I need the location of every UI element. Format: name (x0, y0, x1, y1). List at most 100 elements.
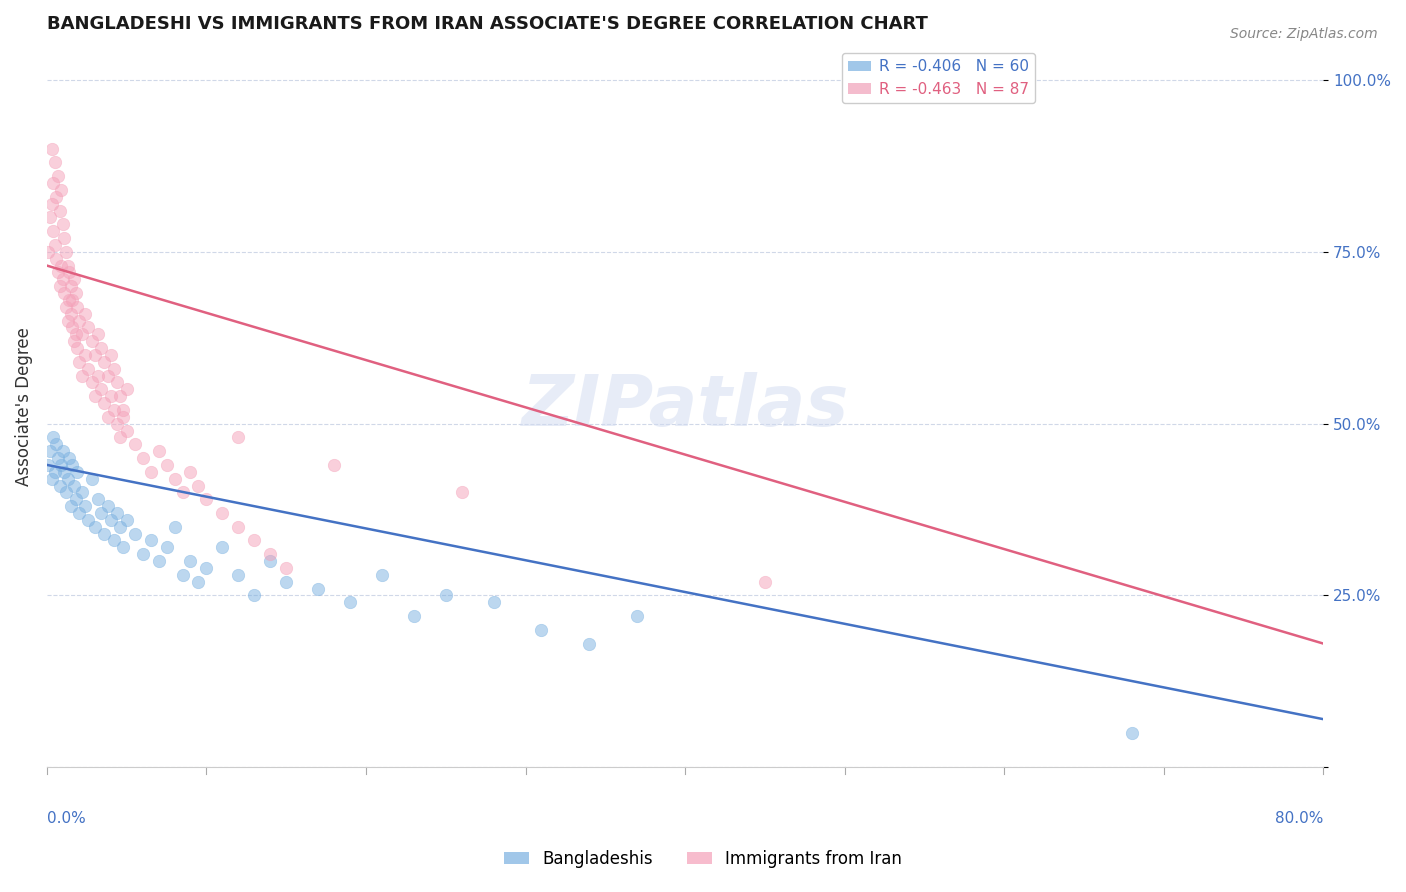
Point (93, 526, 115, 541)
Point (434, 589, 457, 603)
Point (55, 300, 77, 314)
Point (48, 478, 70, 492)
Point (67, 355, 90, 369)
Point (87, 327, 110, 342)
Point (44, 465, 66, 479)
Text: BANGLADESHI VS IMMIGRANTS FROM IRAN ASSOCIATE'S DEGREE CORRELATION CHART: BANGLADESHI VS IMMIGRANTS FROM IRAN ASSO… (46, 15, 928, 33)
Legend: R = -0.406   N = 60, R = -0.463   N = 87: R = -0.406 N = 60, R = -0.463 N = 87 (842, 54, 1035, 103)
Legend: Bangladeshis, Immigrants from Iran: Bangladeshis, Immigrants from Iran (498, 844, 908, 875)
Point (172, 485, 194, 500)
Point (578, 636, 600, 650)
Point (44, 238, 66, 252)
Point (172, 567, 194, 582)
Point (195, 561, 218, 575)
Point (56, 472, 79, 486)
Point (37, 458, 59, 472)
Point (179, 465, 201, 479)
Point (39, 211, 62, 225)
Point (83, 520, 105, 534)
Point (155, 458, 177, 472)
Point (124, 526, 146, 541)
Point (59, 279, 82, 293)
Point (100, 348, 122, 362)
Point (77, 361, 100, 376)
Point (62, 320, 84, 334)
Point (115, 424, 138, 438)
Point (46, 265, 69, 279)
Point (96, 409, 118, 424)
Point (90, 382, 112, 396)
Point (66, 300, 89, 314)
Point (179, 554, 201, 568)
Point (53, 465, 76, 479)
Point (70, 327, 93, 342)
Point (211, 541, 233, 555)
Point (62, 293, 84, 307)
Point (103, 533, 125, 548)
Point (105, 376, 128, 390)
Point (83, 348, 105, 362)
Point (67, 313, 90, 327)
Point (211, 506, 233, 520)
Text: ZIPatlas: ZIPatlas (522, 372, 849, 441)
Point (228, 430, 250, 444)
Point (45, 190, 67, 204)
Point (58, 265, 80, 279)
Point (195, 492, 218, 507)
Point (51, 458, 73, 472)
Point (228, 567, 250, 582)
Point (93, 396, 115, 410)
Point (110, 389, 132, 403)
Point (65, 492, 87, 507)
Point (63, 272, 86, 286)
Point (41, 142, 63, 156)
Text: 80.0%: 80.0% (1275, 811, 1323, 826)
Point (70, 485, 93, 500)
Point (371, 567, 394, 582)
Point (90, 506, 112, 520)
Point (63, 334, 86, 348)
Point (65, 327, 87, 342)
Point (131, 450, 153, 465)
Point (93, 355, 115, 369)
Point (56, 259, 79, 273)
Text: 0.0%: 0.0% (46, 811, 86, 826)
Point (187, 478, 209, 492)
Point (59, 307, 82, 321)
Point (41, 196, 63, 211)
Point (46, 169, 69, 184)
Point (87, 368, 110, 383)
Point (65, 286, 87, 301)
Point (66, 341, 89, 355)
Point (48, 279, 70, 293)
Point (63, 478, 86, 492)
Point (163, 472, 186, 486)
Point (42, 224, 65, 238)
Point (48, 203, 70, 218)
Point (52, 272, 75, 286)
Point (626, 609, 648, 624)
Point (131, 547, 153, 561)
Point (103, 403, 125, 417)
Point (139, 533, 162, 548)
Point (75, 499, 97, 513)
Point (51, 183, 73, 197)
Point (115, 382, 138, 396)
Point (259, 547, 281, 561)
Point (67, 506, 90, 520)
Point (42, 430, 65, 444)
Point (55, 244, 77, 259)
Point (155, 541, 177, 555)
Point (530, 623, 553, 637)
Point (44, 155, 66, 169)
Point (41, 472, 63, 486)
Point (75, 307, 97, 321)
Point (148, 444, 170, 458)
Point (77, 320, 100, 334)
Point (53, 231, 76, 245)
Point (51, 259, 73, 273)
Point (42, 176, 65, 190)
Point (482, 595, 505, 609)
Point (1121, 726, 1143, 740)
Point (139, 465, 162, 479)
